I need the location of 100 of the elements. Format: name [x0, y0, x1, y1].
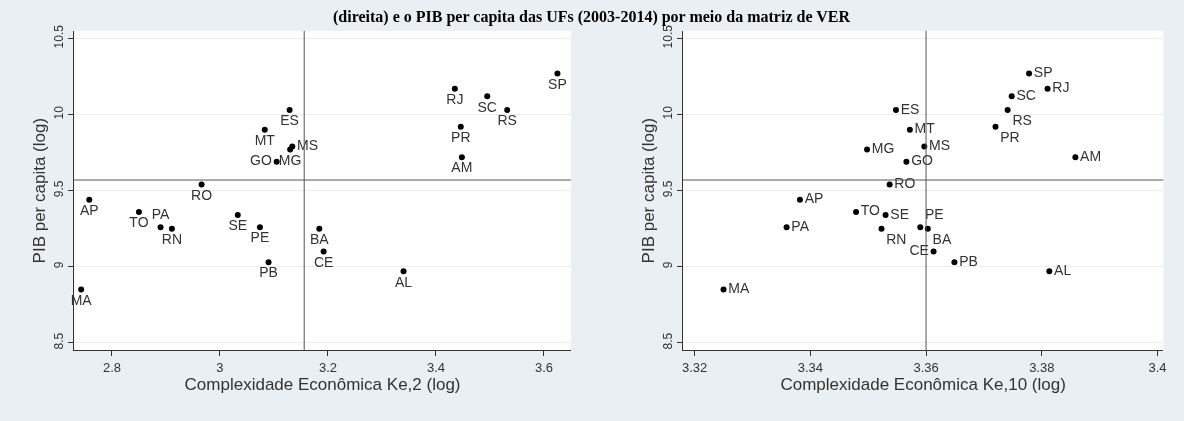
- data-label: AM: [1080, 147, 1102, 164]
- point: [853, 208, 860, 215]
- point: [1026, 70, 1033, 77]
- data-label: MG: [871, 140, 895, 157]
- y-axis-title: PIB per capita (log): [638, 117, 658, 264]
- data-label: AL: [1054, 261, 1072, 278]
- data-label: RO: [894, 175, 916, 192]
- point: [1008, 93, 1015, 100]
- data-label: AM: [451, 159, 473, 176]
- data-label: PE: [250, 229, 270, 246]
- point: [554, 70, 561, 77]
- point: [504, 107, 511, 114]
- data-label: PA: [151, 205, 171, 222]
- data-label: SP: [548, 75, 567, 92]
- point: [484, 93, 491, 100]
- data-label: AP: [804, 190, 824, 207]
- y-axis-title: PIB per capita (log): [29, 117, 49, 264]
- y-tick-label: 8.5: [52, 332, 67, 350]
- data-label: TO: [129, 214, 149, 231]
- data-label: MT: [914, 120, 936, 137]
- point: [886, 181, 893, 188]
- point: [265, 259, 272, 266]
- point: [1004, 107, 1011, 114]
- data-label: ES: [900, 100, 920, 117]
- point: [892, 107, 899, 114]
- x-axis-title: Complexidade Econômica Ke,10 (log): [780, 375, 1066, 395]
- data-label: CE: [909, 242, 929, 259]
- x-tick-label: 3.4: [426, 360, 445, 376]
- data-label: SE: [228, 217, 248, 234]
- point: [951, 259, 958, 266]
- point: [1072, 154, 1079, 161]
- data-label: ES: [280, 112, 299, 129]
- x-axis-title: Complexidade Econômica Ke,2 (log): [184, 375, 461, 395]
- point: [903, 158, 910, 165]
- point: [135, 208, 142, 215]
- data-label: RO: [191, 186, 213, 203]
- point: [783, 224, 790, 231]
- point: [796, 196, 803, 203]
- x-tick-label: 3.32: [681, 360, 708, 376]
- data-label: RJ: [446, 90, 464, 107]
- point: [864, 146, 871, 153]
- y-tick-label: 9.5: [52, 180, 67, 198]
- point: [168, 225, 175, 232]
- data-label: GO: [911, 152, 934, 169]
- point: [316, 225, 323, 232]
- point: [930, 248, 937, 255]
- data-label: MG: [278, 151, 302, 168]
- point: [286, 107, 293, 114]
- point: [234, 212, 241, 219]
- point: [198, 181, 205, 188]
- point: [261, 126, 268, 133]
- data-label: PE: [925, 205, 944, 222]
- data-label: SC: [477, 98, 497, 115]
- x-tick-label: 3.4: [1148, 360, 1167, 376]
- point: [1046, 268, 1053, 275]
- y-tick-label: 9.5: [661, 180, 676, 198]
- x-tick-label: 3.38: [1029, 360, 1055, 376]
- x-tick-label: 3.6: [534, 360, 553, 376]
- data-label: RS: [497, 112, 517, 129]
- data-label: BA: [309, 230, 330, 247]
- y-tick-label: 9: [52, 261, 67, 269]
- point: [906, 126, 913, 133]
- data-label: PR: [1000, 129, 1020, 146]
- data-label: GO: [250, 152, 273, 169]
- point: [400, 268, 407, 275]
- data-label: AP: [79, 202, 99, 219]
- data-label: RS: [1012, 112, 1032, 129]
- point: [458, 154, 465, 161]
- data-label: PB: [959, 252, 978, 269]
- x-tick-label: 3.36: [913, 360, 939, 376]
- x-tick-label: 2.8: [102, 360, 121, 376]
- data-label: RN: [161, 230, 183, 247]
- data-label: RN: [886, 230, 907, 247]
- data-label: MT: [254, 132, 276, 149]
- data-label: SC: [1016, 86, 1036, 103]
- y-tick-label: 10: [52, 105, 67, 120]
- y-tick-label: 10: [661, 105, 676, 120]
- point: [451, 85, 458, 92]
- point: [882, 212, 889, 219]
- y-tick-label: 8.5: [661, 332, 676, 350]
- data-label: AL: [394, 273, 413, 290]
- point: [86, 196, 93, 203]
- point: [720, 286, 727, 293]
- point: [157, 224, 164, 231]
- point: [273, 158, 280, 165]
- data-label: CE: [313, 253, 334, 270]
- point: [917, 224, 924, 231]
- chart-title: (direita) e o PIB per capita das UFs (2003-2014) por meio da matriz de VER: [333, 8, 851, 26]
- y-tick-label: 10.5: [52, 24, 67, 49]
- data-label: PA: [791, 217, 810, 234]
- y-tick-label: 9: [661, 261, 676, 269]
- data-label: PR: [451, 129, 471, 146]
- point: [457, 123, 464, 130]
- data-label: SE: [890, 205, 909, 222]
- data-label: MA: [728, 280, 750, 297]
- data-label: TO: [860, 202, 881, 219]
- data-label: MS: [929, 137, 951, 154]
- point: [878, 225, 885, 232]
- point: [320, 248, 327, 255]
- x-tick-label: 3.34: [797, 360, 823, 376]
